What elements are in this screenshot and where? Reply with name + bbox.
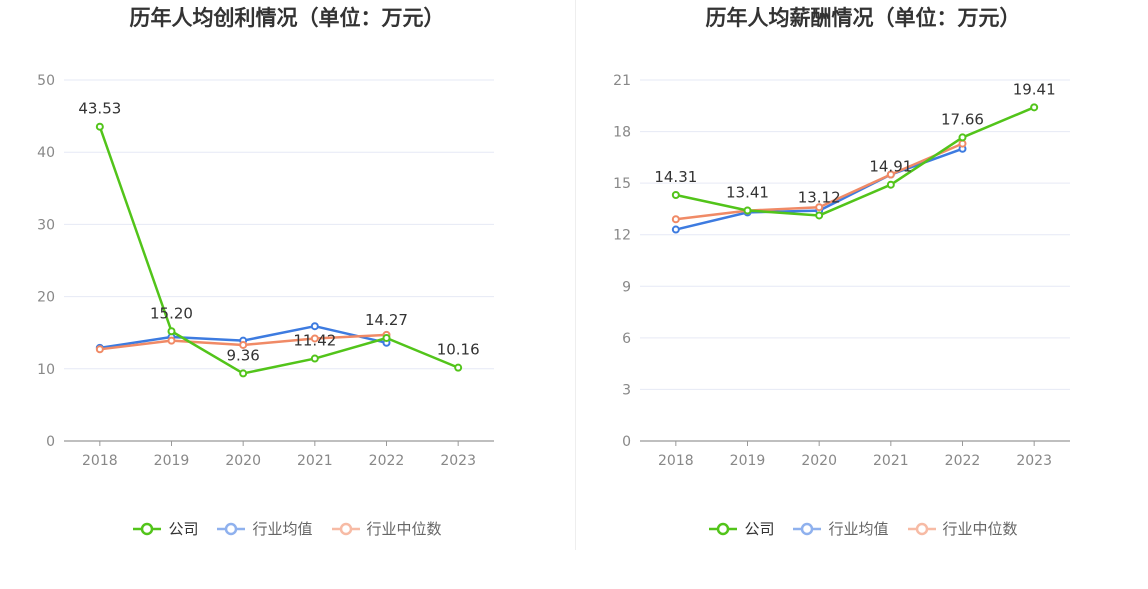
data-point	[310, 354, 319, 363]
data-label: 17.66	[941, 110, 984, 128]
data-point	[743, 206, 752, 215]
data-point	[671, 225, 680, 234]
y-tick-label: 9	[622, 279, 631, 295]
legend-line-circle-icon	[217, 522, 246, 535]
chart-panel-profit: 历年人均创利情况（单位：万元） 0 10 20 30 40 50 2018 2019 2020 2…	[0, 6, 574, 539]
data-point	[958, 139, 967, 148]
data-point	[95, 345, 104, 354]
legend-label: 行业均值	[828, 520, 889, 538]
x-tick-label: 2019	[730, 453, 766, 469]
chart-legend: 公司 行业均值 行业中位数	[576, 518, 1148, 539]
x-tick-label: 2021	[297, 453, 333, 469]
y-tick-label: 30	[37, 217, 55, 233]
data-point	[239, 369, 248, 378]
data-label: 14.27	[365, 311, 408, 329]
panel-divider	[575, 0, 576, 550]
chart-title: 历年人均创利情况（单位：万元）	[129, 6, 445, 30]
chart-title: 历年人均薪酬情况（单位：万元）	[705, 6, 1021, 30]
y-tick-label: 6	[622, 331, 631, 347]
data-point	[671, 191, 680, 200]
data-label: 14.91	[869, 158, 912, 176]
profit-line-chart: 0 10 20 30 40 50 2018 2019 2020 2021 2022 2023 43.53…	[37, 73, 494, 469]
data-label: 13.12	[798, 188, 841, 206]
data-point	[671, 215, 680, 224]
data-label: 10.16	[437, 341, 480, 359]
x-tick-label: 2021	[873, 453, 909, 469]
y-tick-label: 3	[622, 382, 631, 398]
data-label: 9.36	[226, 346, 259, 364]
y-tick-label: 20	[37, 290, 55, 306]
data-point	[958, 133, 967, 142]
y-tick-label: 40	[37, 145, 55, 161]
series-line	[98, 126, 459, 375]
x-tick-label: 2020	[225, 453, 261, 469]
legend-item-industry-average[interactable]: 行业均值	[216, 518, 313, 539]
legend-label: 行业中位数	[366, 520, 442, 538]
x-tick-label: 2022	[945, 453, 981, 469]
y-tick-label: 0	[622, 434, 631, 450]
y-tick-label: 12	[613, 228, 631, 244]
data-label: 13.41	[726, 183, 769, 201]
y-tick-label: 10	[37, 362, 55, 378]
y-tick-label: 50	[37, 73, 55, 89]
data-point	[239, 340, 248, 349]
legend-line-circle-icon	[133, 522, 162, 535]
legend-line-circle-icon	[331, 522, 360, 535]
y-tick-label: 18	[613, 125, 631, 141]
legend-item-company[interactable]: 公司	[132, 518, 198, 539]
data-label: 14.31	[654, 168, 697, 186]
data-point	[886, 170, 895, 179]
legend-item-company[interactable]: 公司	[708, 518, 774, 539]
data-point	[886, 180, 895, 189]
legend-line-circle-icon	[793, 522, 822, 535]
chart-panel-salary: 历年人均薪酬情况（单位：万元） 0 3 6 9 12 15 18 21 2018 2019 2020…	[576, 0, 1148, 589]
x-tick-label: 2018	[658, 453, 694, 469]
legend-line-circle-icon	[907, 522, 936, 535]
data-point	[167, 336, 176, 345]
salary-line-chart: 0 3 6 9 12 15 18 21 2018 2019 2020 2021 2022 2023 14.3…	[613, 73, 1070, 469]
legend-item-industry-median[interactable]: 行业中位数	[907, 518, 1018, 539]
legend-label: 公司	[168, 520, 199, 538]
series-line	[675, 106, 1035, 217]
x-tick-label: 2019	[154, 453, 190, 469]
data-label: 43.53	[78, 100, 121, 118]
x-tick-label: 2020	[801, 453, 837, 469]
legend-item-industry-median[interactable]: 行业中位数	[331, 518, 442, 539]
data-label: 19.41	[1013, 80, 1056, 98]
legend-label: 行业中位数	[942, 520, 1018, 538]
data-point	[310, 334, 319, 343]
chart-legend: 公司 行业均值 行业中位数	[0, 518, 574, 539]
legend-label: 行业均值	[252, 520, 313, 538]
x-tick-label: 2023	[440, 453, 476, 469]
x-tick-label: 2022	[369, 453, 405, 469]
y-tick-label: 15	[613, 176, 631, 192]
data-label: 11.42	[293, 332, 336, 350]
data-label: 15.20	[150, 304, 193, 322]
data-point	[382, 333, 391, 342]
legend-line-circle-icon	[709, 522, 738, 535]
data-point	[95, 122, 104, 131]
x-tick-label: 2018	[82, 453, 118, 469]
data-point	[815, 211, 824, 220]
legend-item-industry-average[interactable]: 行业均值	[792, 518, 889, 539]
y-tick-label: 0	[46, 434, 55, 450]
x-tick-label: 2023	[1016, 453, 1052, 469]
y-tick-label: 21	[613, 73, 631, 89]
data-point	[310, 322, 319, 331]
data-point	[815, 203, 824, 212]
data-point	[454, 363, 463, 372]
data-point	[167, 327, 176, 336]
legend-label: 公司	[744, 520, 775, 538]
data-point	[1030, 103, 1039, 112]
